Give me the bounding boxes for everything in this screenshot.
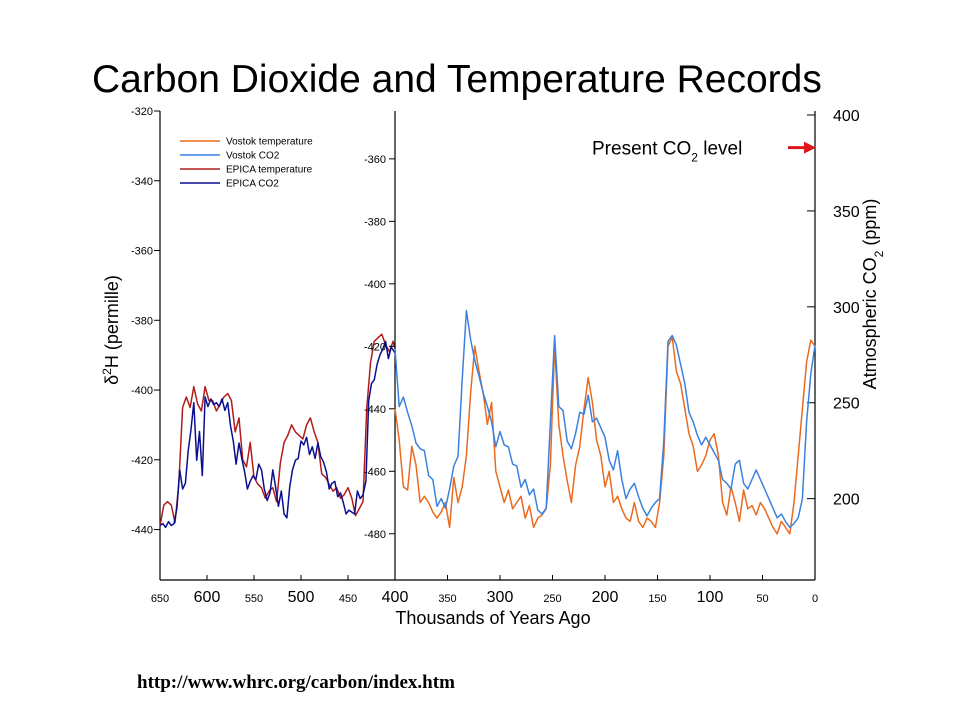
- epica-y-tick-label: -340: [131, 176, 153, 188]
- vostok-x-tick-label: 100: [697, 589, 724, 606]
- epica-x-tick-label: 450: [339, 593, 357, 605]
- vostok-temp-tick-label: -420: [364, 341, 386, 353]
- slide-title: Carbon Dioxide and Temperature Records: [92, 58, 822, 101]
- co2-tick-label: 400: [833, 108, 860, 125]
- epica-panel: -320 -340 -360 -380 -400 -420 -440 650 600 550 500…: [100, 106, 396, 606]
- co2-tick-label: 300: [833, 300, 860, 317]
- vostok-x-tick-label: 50: [756, 593, 768, 605]
- present-co2-label: Present CO2 level: [592, 139, 742, 165]
- series-vostok-co2: [394, 309, 816, 529]
- vostok-temp-tick-label: -360: [364, 154, 386, 166]
- vostok-x-tick-label: 400: [382, 589, 409, 606]
- epica-y-tick-label: -380: [131, 315, 153, 327]
- epica-y-axis-label: δ2H (permille): [100, 275, 122, 385]
- vostok-temp-tick-label: -460: [364, 466, 386, 478]
- x-axis-label: Thousands of Years Ago: [395, 608, 590, 628]
- vostok-temp-tick-label: -480: [364, 529, 386, 541]
- co2-tick-label: 200: [833, 492, 860, 509]
- series-vostok-temperature: [394, 336, 816, 535]
- vostok-x-tick-label: 250: [543, 593, 561, 605]
- vostok-x-tick-label: 350: [438, 593, 456, 605]
- epica-y-tick-label: -360: [131, 246, 153, 258]
- epica-y-tick-label: -400: [131, 385, 153, 397]
- present-co2-arrow-head: [804, 141, 816, 154]
- series-epica-temperature: [159, 333, 396, 527]
- legend-label-epica-temperature: EPICA temperature: [226, 165, 313, 176]
- vostok-x-tick-label: 300: [487, 589, 514, 606]
- vostok-temp-tick-label: -380: [364, 216, 386, 228]
- co2-tick-label: 350: [833, 204, 860, 221]
- legend-label-vostok-temperature: Vostok temperature: [226, 137, 313, 148]
- epica-x-tick-label: 600: [194, 589, 221, 606]
- vostok-temp-tick-label: -400: [364, 279, 386, 291]
- vostok-x-tick-label: 200: [592, 589, 619, 606]
- epica-y-tick-label: -420: [131, 455, 153, 467]
- present-co2-annotation: Present CO2 level: [592, 139, 816, 165]
- epica-x-tick-label: 650: [151, 593, 169, 605]
- epica-x-tick-label: 550: [245, 593, 263, 605]
- co2-axis-label: Atmospheric CO2 (ppm): [860, 199, 886, 390]
- legend: Vostok temperature Vostok CO2 EPICA temper…: [180, 137, 313, 190]
- legend-label-epica-co2: EPICA CO2: [226, 179, 279, 190]
- epica-x-tick-label: 500: [288, 589, 315, 606]
- source-url[interactable]: http://www.whrc.org/carbon/index.htm: [137, 672, 455, 693]
- vostok-temp-tick-label: -440: [364, 404, 386, 416]
- vostok-x-tick-label: 150: [648, 593, 666, 605]
- series-epica-co2: [159, 340, 396, 529]
- legend-label-vostok-co2: Vostok CO2: [226, 151, 280, 162]
- vostok-x-tick-label: 0: [812, 593, 818, 605]
- epica-y-tick-label: -440: [131, 525, 153, 537]
- co2-tick-label: 250: [833, 396, 860, 413]
- vostok-panel: -360 -380 -400 -420 -440 -460 -480 400 350 300 250…: [364, 108, 886, 628]
- epica-y-tick-label: -320: [131, 106, 153, 118]
